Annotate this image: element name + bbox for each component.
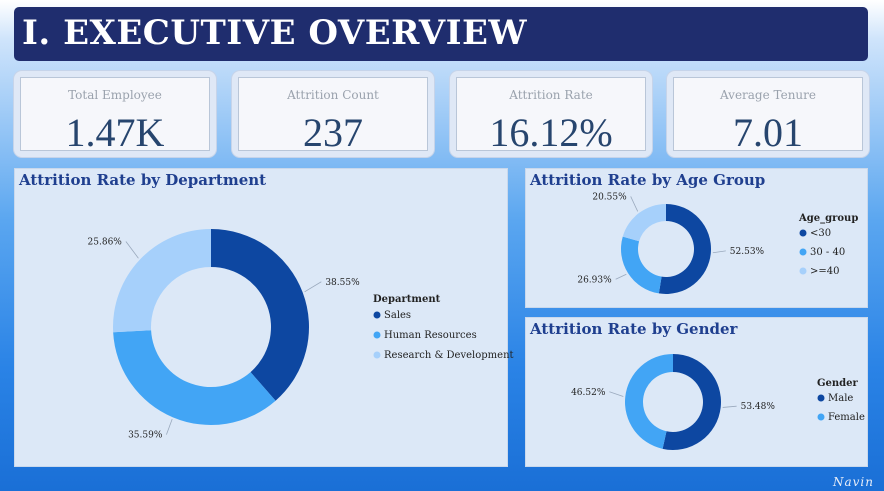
legend-item-label[interactable]: Male	[828, 393, 853, 404]
slice-data-label: 46.52%	[571, 388, 606, 398]
legend-item-label[interactable]: 30 - 40	[810, 247, 845, 258]
slice-label-leader	[615, 273, 627, 280]
legend-item-label[interactable]: Research & Development	[384, 350, 514, 361]
donut-slice-female[interactable]	[624, 354, 673, 449]
kpi-card-inner: Attrition Rate 16.12%	[456, 77, 646, 155]
kpi-label: Total Employee	[68, 88, 162, 102]
kpi-label: Attrition Rate	[509, 88, 593, 102]
legend-marker[interactable]	[373, 311, 381, 319]
slice-data-label: 52.53%	[730, 247, 765, 257]
slice-label-leader	[712, 250, 726, 254]
kpi-card-attrition-rate[interactable]: Attrition Rate 16.12%	[450, 71, 652, 157]
page-title: I. EXECUTIVE OVERVIEW	[22, 13, 528, 53]
legend-marker[interactable]	[817, 394, 825, 402]
chart-title: Attrition Rate by Department	[19, 171, 267, 189]
kpi-label: Average Tenure	[719, 88, 817, 102]
kpi-card-total-employee[interactable]: Total Employee 1.47K	[14, 71, 216, 157]
kpi-card-inner: Total Employee 1.47K	[20, 77, 210, 155]
kpi-card-attrition-count[interactable]: Attrition Count 237	[232, 71, 434, 157]
slice-label-leader	[722, 405, 737, 408]
kpi-value: 16.12%	[489, 110, 613, 155]
legend-marker[interactable]	[373, 351, 381, 359]
slice-data-label: 53.48%	[741, 402, 776, 412]
slice-label-leader	[166, 419, 173, 435]
slice-data-label: 26.93%	[577, 275, 612, 285]
chart-panel-age-group[interactable]: Attrition Rate by Age Group 52.53% 26.93%…	[525, 168, 868, 308]
legend-marker[interactable]	[799, 229, 807, 237]
donut-slice-sales[interactable]	[211, 229, 309, 401]
donut-slice-male[interactable]	[662, 354, 721, 450]
donut-slice-30-40[interactable]	[621, 236, 662, 294]
chart-panel-department[interactable]: Attrition Rate by Department 38.55% 35.59…	[14, 168, 514, 467]
kpi-value: 1.47K	[65, 110, 165, 155]
legend-item-label[interactable]: Female	[828, 412, 865, 423]
kpi-value: 7.01	[733, 110, 803, 155]
slice-data-label: 20.55%	[592, 192, 627, 202]
kpi-card-inner: Average Tenure 7.01	[673, 77, 863, 155]
page-header: I. EXECUTIVE OVERVIEW	[14, 7, 868, 61]
legend-marker[interactable]	[817, 413, 825, 421]
donut-slice-30[interactable]	[658, 204, 711, 294]
slice-label-leader	[630, 196, 639, 212]
slice-data-label: 25.86%	[88, 237, 123, 247]
legend-item-label[interactable]: >=40	[810, 266, 839, 277]
legend-title: Gender	[817, 378, 859, 389]
legend-item-label[interactable]: <30	[810, 228, 831, 239]
legend-item-label[interactable]: Sales	[384, 310, 411, 321]
kpi-value: 237	[303, 110, 363, 155]
slice-label-leader	[609, 391, 624, 397]
slice-label-leader	[304, 281, 322, 293]
donut-slice-human-resources[interactable]	[113, 330, 276, 425]
donut-chart-gender: 53.48% 46.52% Gender Male Female	[571, 354, 865, 450]
legend-marker[interactable]	[373, 331, 381, 339]
kpi-card-average-tenure[interactable]: Average Tenure 7.01	[667, 71, 869, 157]
legend-title: Age_group	[798, 213, 858, 224]
legend-marker[interactable]	[799, 267, 807, 275]
kpi-label: Attrition Count	[287, 88, 379, 102]
donut-slice-research-development[interactable]	[113, 229, 211, 333]
chart-title: Attrition Rate by Age Group	[530, 171, 766, 189]
chart-title: Attrition Rate by Gender	[530, 320, 738, 338]
legend-item-label[interactable]: Human Resources	[384, 330, 477, 341]
slice-data-label: 35.59%	[128, 431, 163, 441]
slice-label-leader	[125, 241, 139, 259]
donut-chart-department: 38.55% 35.59% 25.86% Department Sales Human R…	[88, 229, 514, 441]
legend-marker[interactable]	[799, 248, 807, 256]
legend-title: Department	[373, 294, 441, 305]
kpi-card-inner: Attrition Count 237	[238, 77, 428, 155]
signature: Navin	[833, 475, 874, 489]
slice-data-label: 38.55%	[325, 278, 360, 288]
donut-chart-age-group: 52.53% 26.93% 20.55% Age_group <30 30 - 40 >=4…	[577, 192, 858, 294]
chart-panel-gender[interactable]: Attrition Rate by Gender 53.48% 46.52% Gen…	[525, 317, 868, 467]
donut-slice-40[interactable]	[622, 204, 666, 242]
